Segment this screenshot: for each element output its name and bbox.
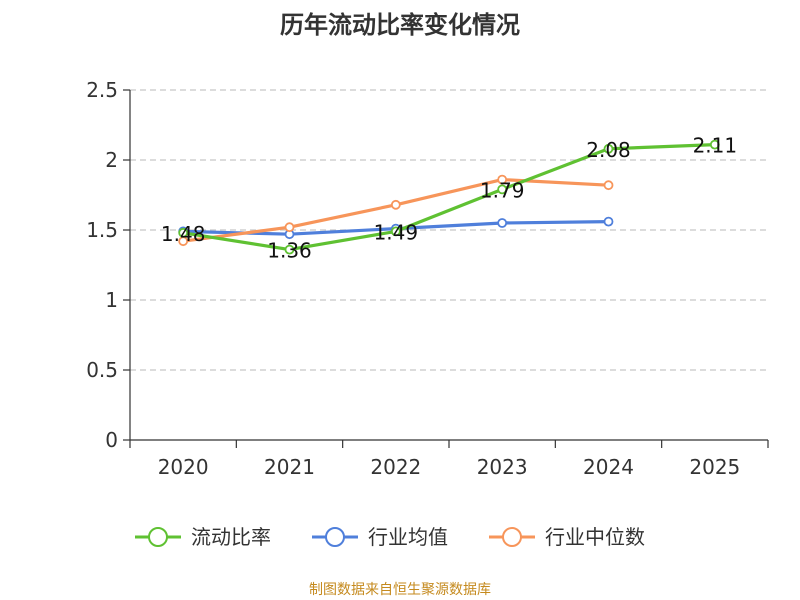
x-tick-label: 2023 (477, 455, 528, 479)
y-tick-label: 0.5 (86, 358, 118, 382)
series-point (603, 180, 614, 191)
series-lines (178, 139, 720, 255)
x-tick-label: 2022 (370, 455, 421, 479)
data-label: 1.79 (480, 178, 525, 202)
legend-swatch-marker (148, 527, 168, 547)
legend-swatch-marker (325, 527, 345, 547)
series-point (603, 143, 614, 154)
x-tick-label: 2021 (264, 455, 315, 479)
data-label: 1.48 (161, 222, 206, 246)
series-point (284, 244, 295, 255)
series-point (497, 218, 508, 228)
series-point (497, 184, 508, 195)
data-label: 1.49 (374, 220, 419, 244)
data-label: 2.11 (693, 134, 738, 158)
series-point (709, 139, 720, 150)
legend-item[interactable]: 流动比率 (135, 525, 271, 549)
legend-swatch-marker (502, 527, 522, 547)
y-tick-label: 2.5 (86, 78, 118, 102)
legend-label: 行业中位数 (545, 525, 645, 549)
legend-item[interactable]: 行业均值 (312, 525, 448, 549)
y-tick-label: 1.5 (86, 218, 118, 242)
data-labels: 1.48 1.36 1.49 1.79 2.08 2.11 (161, 134, 737, 263)
series-point (390, 199, 401, 210)
chart-title: 历年流动比率变化情况 (280, 11, 520, 39)
x-tick-label: 2025 (689, 455, 740, 479)
series-point (284, 222, 295, 233)
y-tick-label: 1 (105, 288, 118, 312)
series-point (603, 216, 614, 227)
legend-label: 行业均值 (368, 525, 448, 549)
y-tick-label: 2 (105, 148, 118, 172)
source-note: 制图数据来自恒生聚源数据库 (309, 582, 491, 598)
x-tick-label: 2020 (158, 455, 209, 479)
series-point (497, 174, 508, 185)
series-point (178, 227, 189, 238)
legend-label: 流动比率 (191, 525, 271, 549)
gridlines (130, 89, 768, 371)
data-label: 2.08 (586, 138, 631, 162)
legend: 流动比率 行业均值 行业中位数 (135, 525, 645, 549)
y-tick-label: 0 (105, 428, 118, 452)
series-line-0 (181, 143, 717, 252)
legend-item[interactable]: 行业中位数 (489, 525, 645, 549)
series-point (390, 226, 401, 237)
data-label: 1.36 (267, 239, 312, 263)
x-tick-label: 2024 (583, 455, 634, 479)
axes: 0 0.5 1 1.5 2 2.5 2020 2021 2022 2023 2024 2025 (86, 78, 769, 479)
